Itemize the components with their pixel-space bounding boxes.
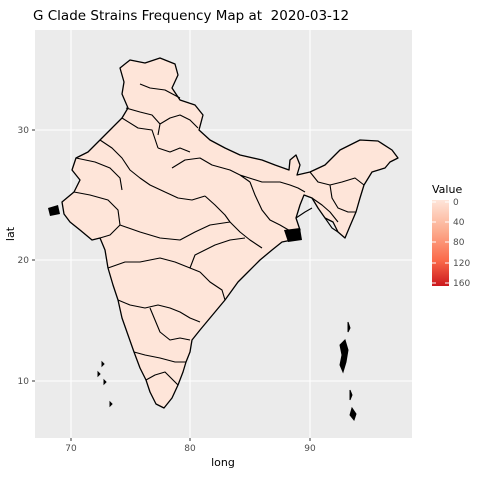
y-axis-title: lat (4, 226, 17, 241)
state-boundaries (73, 83, 365, 386)
x-axis-title: long (211, 456, 235, 469)
india-map (48, 57, 399, 409)
legend-label: 80 (453, 238, 465, 248)
islands (97, 321, 357, 422)
chart-title: G Clade Strains Frequency Map at 2020-03… (33, 8, 350, 24)
y-tick-label: 30 (18, 126, 30, 136)
legend-label: 40 (453, 218, 465, 228)
y-axis: 10 20 30 lat (4, 126, 35, 387)
y-tick-label: 10 (18, 377, 30, 387)
kutch-coast (48, 205, 60, 216)
delta-coast (284, 228, 302, 242)
legend: Value 0 40 80 120 160 (432, 183, 470, 289)
legend-title: Value (432, 183, 462, 196)
y-tick-label: 20 (18, 256, 30, 266)
x-tick-label: 70 (65, 444, 77, 454)
x-tick-label: 80 (184, 444, 196, 454)
legend-label: 120 (453, 259, 470, 269)
legend-label: 160 (453, 279, 470, 289)
andaman-islands (339, 321, 357, 422)
legend-label: 0 (453, 198, 459, 208)
x-tick-label: 90 (304, 444, 316, 454)
legend-colorbar (432, 200, 449, 286)
x-axis: 70 80 90 long (65, 438, 316, 469)
lakshadweep-islands (97, 360, 113, 408)
